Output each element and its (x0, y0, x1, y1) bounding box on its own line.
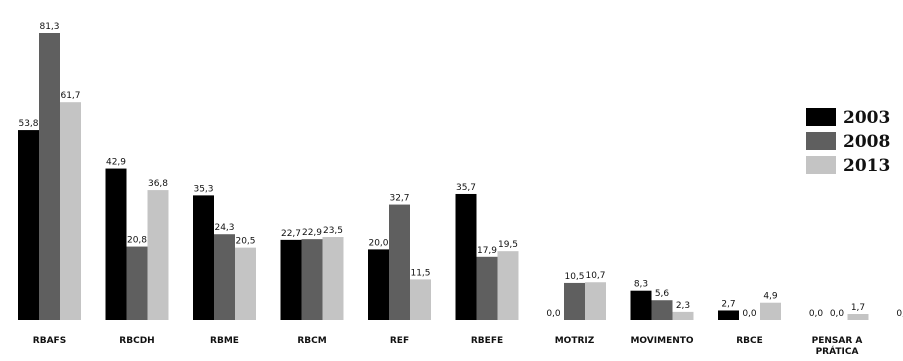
bar-2008-0 (39, 33, 60, 320)
bar-2008-3 (301, 239, 323, 320)
category-label-5: RBEFE (471, 336, 503, 346)
data-label-2013-4: 11,5 (410, 268, 430, 278)
bar-2013-9 (847, 313, 869, 320)
data-label-2003-4: 20,0 (368, 238, 388, 248)
data-label-2013-7: 2,3 (676, 301, 690, 311)
data-label-2008-7: 5,6 (655, 289, 670, 299)
data-label-2003-6: 0,0 (546, 309, 561, 319)
data-label-2008-9: 0,0 (830, 309, 845, 319)
bar-2003-2 (193, 195, 214, 320)
bar-2008-5 (476, 256, 498, 320)
legend-swatch-2003 (806, 108, 836, 126)
bar-2008-2 (214, 234, 235, 320)
data-label-2003-2: 35,3 (193, 184, 213, 194)
bar-2008-6 (564, 282, 585, 320)
category-label-9-line-1: PRÁTICA (816, 345, 859, 357)
bar-2013-7 (672, 311, 694, 320)
data-label-2013-0: 61,7 (60, 91, 80, 101)
data-label-2008-2: 24,3 (214, 223, 234, 233)
data-label-2003-8: 2,7 (721, 299, 735, 309)
category-label-1: RBCDH (119, 336, 154, 346)
bar-2013-4 (410, 279, 431, 320)
bar-2013-6 (585, 282, 606, 320)
bar-2003-0 (18, 130, 39, 320)
legend-swatch-2008 (806, 132, 836, 150)
data-label-2013-2: 20,5 (235, 237, 255, 247)
legend-label-2013: 2013 (843, 156, 890, 176)
plot-area: 53,8 42,9 35,3 22,7 20,0 35,7 0,0 8,3 2,7 0,0 0,0 8… (18, 22, 903, 357)
data-label-2003-9: 0,0 (809, 309, 824, 319)
category-label-8: RBCE (736, 336, 763, 346)
bar-2013-0 (60, 102, 81, 321)
bar-2013-3 (322, 237, 344, 320)
data-label-2013-3: 23,5 (323, 226, 343, 236)
category-label-4: REF (390, 336, 409, 346)
data-label-2008-3: 22,9 (302, 228, 322, 238)
data-label-2003-1: 42,9 (106, 158, 126, 168)
legend: 2003 2008 2013 (806, 108, 890, 176)
category-label-6: MOTRIZ (555, 336, 595, 346)
data-label-2013-6: 10,7 (585, 271, 605, 281)
bar-2003-4 (368, 249, 389, 320)
legend-swatch-2013 (806, 156, 836, 174)
data-label-2008-5: 17,9 (477, 246, 497, 256)
bar-2003-5 (455, 193, 477, 320)
category-label-9-line-0: PENSAR A (812, 336, 863, 346)
bar-2008-7 (651, 300, 673, 320)
legend-label-2008: 2008 (843, 132, 890, 152)
bar-2003-8 (718, 310, 739, 320)
data-label-2008-8: 0,0 (742, 309, 757, 319)
legend-label-2003: 2003 (843, 108, 890, 128)
category-label-7: MOVIMENTO (630, 336, 693, 346)
data-label-2008-0: 81,3 (39, 22, 59, 32)
bar-2008-4 (389, 204, 410, 320)
bar-2013-8 (760, 302, 781, 320)
data-label-2008-4: 32,7 (389, 194, 409, 204)
bar-2013-5 (497, 251, 519, 320)
data-label-2013-9: 1,7 (851, 303, 865, 313)
category-label-0: RBAFS (33, 336, 66, 346)
bar-2013-2 (235, 247, 256, 320)
bar-2008-1 (126, 246, 148, 320)
category-label-2: RBME (210, 336, 239, 346)
data-label-2003-3: 22,7 (281, 229, 301, 239)
bar-2003-1 (105, 168, 127, 320)
bar-2013-1 (147, 190, 169, 320)
data-label-2003-10: 0,0 (896, 309, 903, 319)
bar-2003-3 (280, 239, 302, 320)
data-label-2003-0: 53,8 (18, 119, 38, 129)
category-label-3: RBCM (297, 336, 326, 346)
data-label-2003-7: 8,3 (634, 280, 648, 290)
bar-2003-7 (630, 290, 652, 320)
data-label-2013-1: 36,8 (148, 179, 168, 189)
data-label-2013-5: 19,5 (498, 240, 518, 250)
data-label-2003-5: 35,7 (456, 183, 476, 193)
data-label-2013-8: 4,9 (763, 292, 778, 302)
data-label-2008-1: 20,8 (127, 236, 147, 246)
data-label-2008-6: 10,5 (564, 272, 584, 282)
